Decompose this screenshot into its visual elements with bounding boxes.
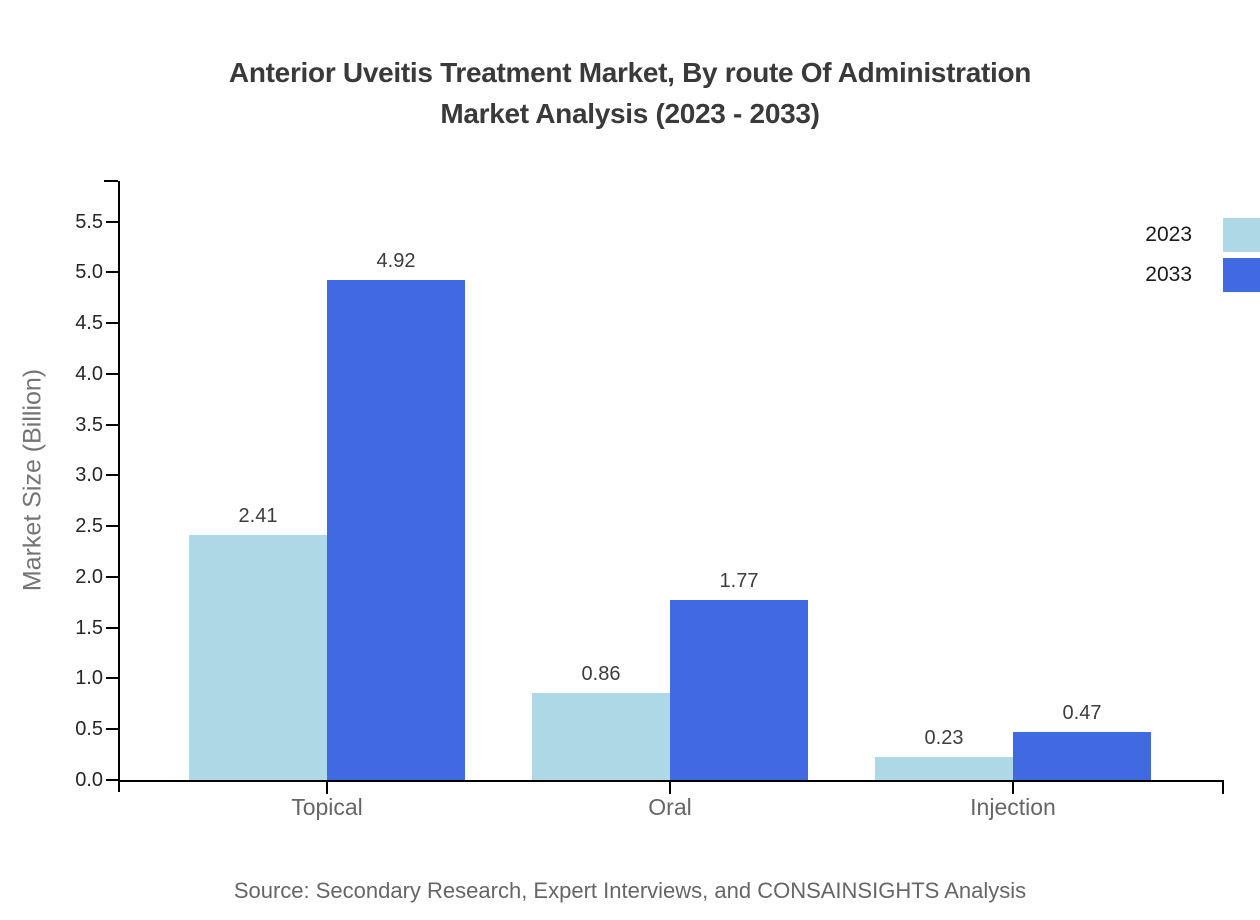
x-tick — [669, 782, 671, 794]
y-tick — [106, 525, 118, 528]
y-axis-line — [118, 181, 120, 792]
bar-2033-injection — [1013, 732, 1151, 780]
y-tick — [106, 728, 118, 731]
y-tick — [106, 423, 118, 426]
legend-swatch-2023 — [1223, 218, 1260, 252]
y-tick — [106, 372, 118, 375]
legend-item-2023: 2023 — [1145, 218, 1260, 252]
bar-2023-injection — [875, 756, 1013, 780]
y-tick — [106, 322, 118, 325]
legend-label-2033: 2033 — [1145, 263, 1192, 286]
y-tick-label: 3.0 — [75, 464, 103, 487]
y-tick-label: 4.0 — [75, 362, 103, 385]
chart-title: Anterior Uveitis Treatment Market, By ro… — [0, 52, 1260, 134]
y-tick-label: 3.5 — [75, 413, 103, 436]
y-axis-end-tick — [104, 180, 118, 182]
y-tick-label: 2.5 — [75, 515, 103, 538]
bar-2033-oral — [670, 600, 808, 780]
x-axis-end-tick — [1222, 782, 1224, 794]
y-tick — [106, 575, 118, 578]
legend-label-2023: 2023 — [1145, 223, 1192, 246]
x-axis-category-label: Topical — [291, 794, 363, 820]
bar-2023-topical — [189, 535, 327, 780]
bar-value-label: 0.86 — [581, 662, 621, 685]
y-tick-label: 1.0 — [75, 667, 103, 690]
x-axis-line — [118, 780, 1224, 782]
y-tick-label: 0.0 — [75, 769, 103, 791]
y-tick — [106, 677, 118, 680]
bar-value-label: 2.41 — [238, 505, 278, 528]
x-axis-category-label: Injection — [970, 794, 1056, 820]
bar-value-label: 4.92 — [376, 250, 416, 273]
x-tick — [326, 782, 328, 794]
chart-title-line-1: Anterior Uveitis Treatment Market, By ro… — [228, 57, 1032, 88]
y-tick-label: 5.0 — [75, 261, 103, 284]
y-tick-label: 0.5 — [75, 718, 103, 741]
source-note: Source: Secondary Research, Expert Inter… — [233, 878, 1027, 903]
bar-value-label: 1.77 — [719, 570, 759, 593]
legend: 2023 2033 — [1145, 218, 1260, 298]
legend-swatch-2033 — [1223, 258, 1260, 292]
x-axis-category-label: Oral — [648, 794, 692, 820]
y-tick-label: 2.0 — [75, 565, 103, 588]
y-tick-label: 1.5 — [75, 616, 103, 639]
y-tick — [106, 474, 118, 477]
y-tick-label: 5.5 — [75, 210, 103, 233]
chart-title-line-2: Market Analysis (2023 - 2033) — [440, 98, 820, 129]
y-tick — [106, 220, 118, 223]
bar-value-label: 0.47 — [1062, 702, 1102, 725]
bar-2023-oral — [532, 692, 670, 780]
bar-value-label: 0.23 — [924, 726, 964, 749]
x-tick — [1012, 782, 1014, 794]
y-tick — [106, 626, 118, 629]
bar-2033-topical — [327, 280, 465, 780]
legend-item-2033: 2033 — [1145, 258, 1260, 292]
y-tick — [106, 271, 118, 274]
y-tick — [106, 779, 118, 781]
y-tick-label: 4.5 — [75, 312, 103, 335]
